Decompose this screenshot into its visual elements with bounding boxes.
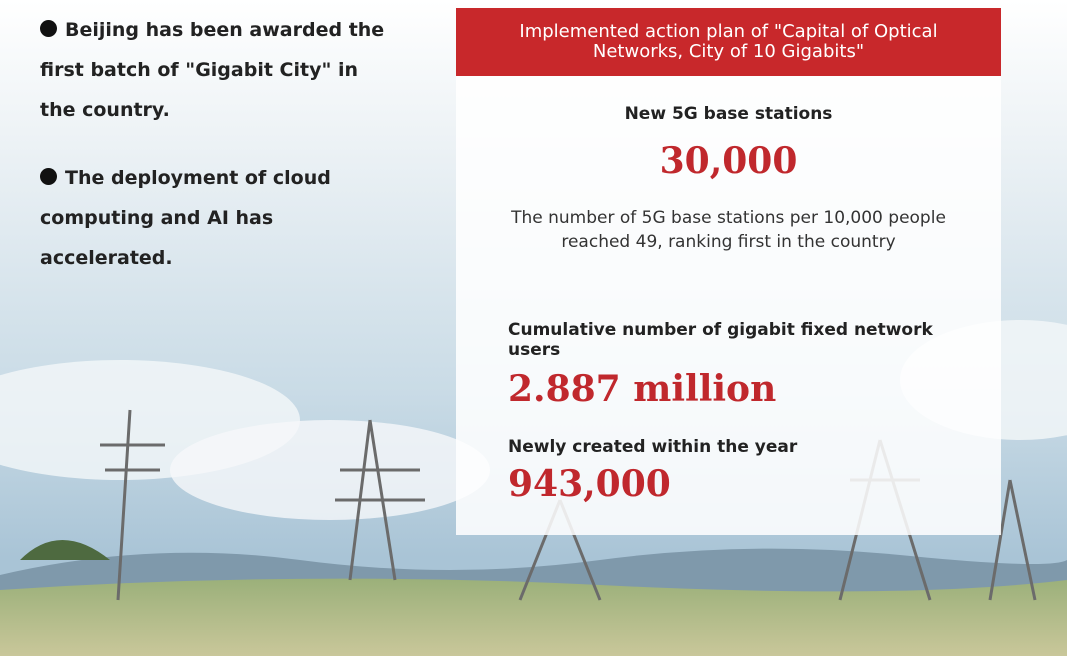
bullet-dot (40, 168, 57, 185)
stat-value: 943,000 (508, 463, 671, 505)
bullet-dot (40, 20, 57, 37)
stat-label: Cumulative number of gigabit fixed netwo… (508, 320, 948, 360)
stat-label: New 5G base stations (456, 104, 1001, 124)
bullet-text: Beijing has been awarded the first batch… (40, 19, 384, 121)
bullet-text: The deployment of cloud computing and AI… (40, 158, 385, 278)
stat-value: 30,000 (456, 140, 1001, 182)
infographic: Beijing has been awarded the first batch… (0, 0, 1067, 656)
bullet-text: Beijing has been awarded the first batch… (40, 10, 385, 130)
stats-panel: New 5G base stations 30,000 The number o… (456, 76, 1001, 535)
panel-title: Implemented action plan of "Capital of O… (509, 22, 949, 62)
panel-header: Implemented action plan of "Capital of O… (456, 8, 1001, 76)
stat-label: Newly created within the year (508, 437, 797, 457)
stat-value: 2.887 million (508, 368, 776, 410)
bullet-text: The deployment of cloud computing and AI… (40, 167, 331, 269)
stat-note: The number of 5G base stations per 10,00… (496, 206, 961, 254)
